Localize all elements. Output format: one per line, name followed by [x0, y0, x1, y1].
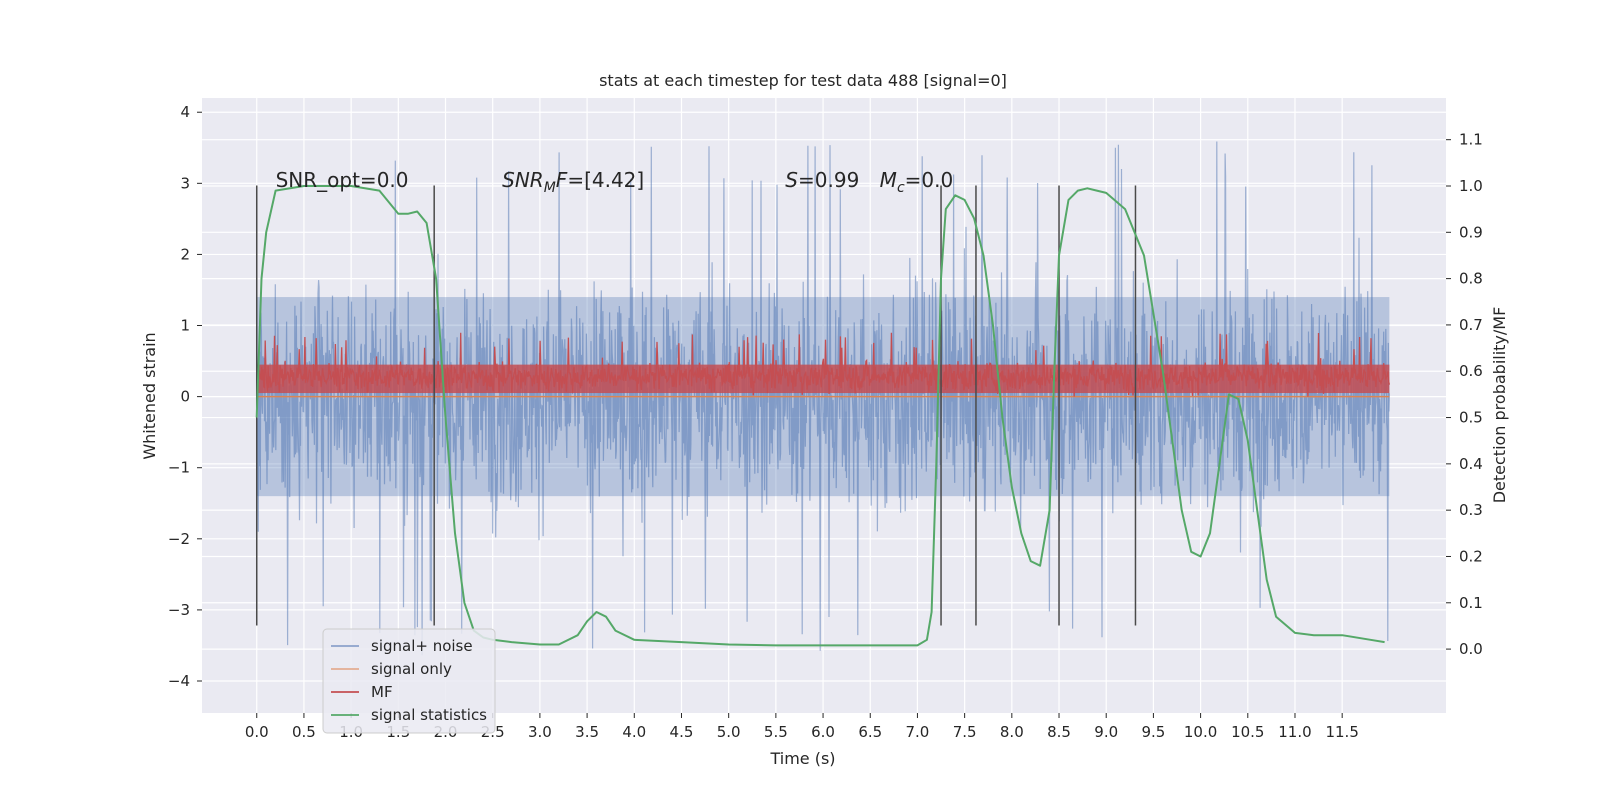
y-tick-label: −1 [168, 459, 190, 477]
y-tick-label: −3 [168, 601, 190, 619]
legend: signal+ noise signal only MF signal statist… [322, 628, 496, 734]
chart-title: stats at each timestep for test data 488… [599, 71, 1007, 90]
y-axis-title: Whitened strain [140, 332, 159, 459]
mf-line [256, 332, 1391, 397]
y2-axis-title: Detection probability/MF [1490, 307, 1509, 504]
x-tick-label: 6.5 [858, 723, 882, 741]
y2-tick-label: 0.2 [1459, 547, 1483, 565]
y-tick-label: 1 [180, 317, 190, 335]
x-tick-label: 5.0 [717, 723, 741, 741]
y2-tick-label: 1.1 [1459, 131, 1483, 149]
x-tick-label: 3.5 [575, 723, 599, 741]
y2-tick-label: 0.8 [1459, 270, 1483, 288]
x-axis-title: Time (s) [769, 749, 835, 768]
x-tick-label: 10.0 [1184, 723, 1217, 741]
y-tick-label: −4 [168, 672, 190, 690]
x-tick-label: 7.5 [953, 723, 977, 741]
y-tick-label: 0 [180, 388, 190, 406]
x-tick-label: 5.5 [764, 723, 788, 741]
y2-tick-label: 0.9 [1459, 223, 1483, 241]
annotation-snr-mf: SNRMF=[4.42] [502, 168, 644, 196]
x-tick-label: 11.5 [1325, 723, 1358, 741]
x-tick-label: 9.5 [1141, 723, 1165, 741]
signal-statistics-line [255, 185, 1385, 647]
x-tick-label: 8.5 [1047, 723, 1071, 741]
x-tick-label: 6.0 [811, 723, 835, 741]
annotation-snr-opt: SNR_opt=0.0 [276, 168, 409, 192]
y-tick-label: 4 [180, 103, 190, 121]
x-tick-label: 0.5 [292, 723, 316, 741]
y2-tick-label: 0.0 [1459, 640, 1483, 658]
y2-tick-label: 0.1 [1459, 594, 1483, 612]
y-tick-label: 3 [180, 174, 190, 192]
x-tick-label: 9.0 [1094, 723, 1118, 741]
y2-tick-label: 0.4 [1459, 455, 1483, 473]
legend-box [322, 628, 496, 734]
x-tick-label: 0.0 [245, 723, 269, 741]
y-tick-label: 2 [180, 245, 190, 263]
annotation-mc: Mc=0.0 [880, 168, 954, 196]
x-tick-label: 11.0 [1278, 723, 1311, 741]
legend-label: signal statistics [371, 706, 487, 724]
x-tick-label: 10.5 [1231, 723, 1264, 741]
x-tick-label: 4.5 [670, 723, 694, 741]
mf-trace [256, 332, 1391, 397]
annotations: SNR_opt=0.0 SNRMF=[4.42] S=0.99 Mc=0.0 [276, 168, 954, 196]
y2-tick-label: 0.3 [1459, 501, 1483, 519]
x-tick-label: 3.0 [528, 723, 552, 741]
x-tick-label: 7.0 [906, 723, 930, 741]
x-tick-label: 8.0 [1000, 723, 1024, 741]
y2-tick-label: 0.7 [1459, 316, 1483, 334]
legend-label: signal only [371, 660, 452, 678]
y2-tick-label: 0.5 [1459, 409, 1483, 427]
legend-label: signal+ noise [371, 637, 473, 655]
y2-tick-label: 1.0 [1459, 177, 1483, 195]
y2-tick-label: 0.6 [1459, 362, 1483, 380]
legend-label: MF [371, 683, 393, 701]
tick-labels: 0.00.51.01.52.02.53.03.54.04.55.05.56.06… [168, 103, 1483, 741]
signal-statistics-trace [255, 185, 1385, 647]
annotation-s-stat: S=0.99 [785, 168, 859, 192]
x-tick-label: 4.0 [622, 723, 646, 741]
y-tick-label: −2 [168, 530, 190, 548]
